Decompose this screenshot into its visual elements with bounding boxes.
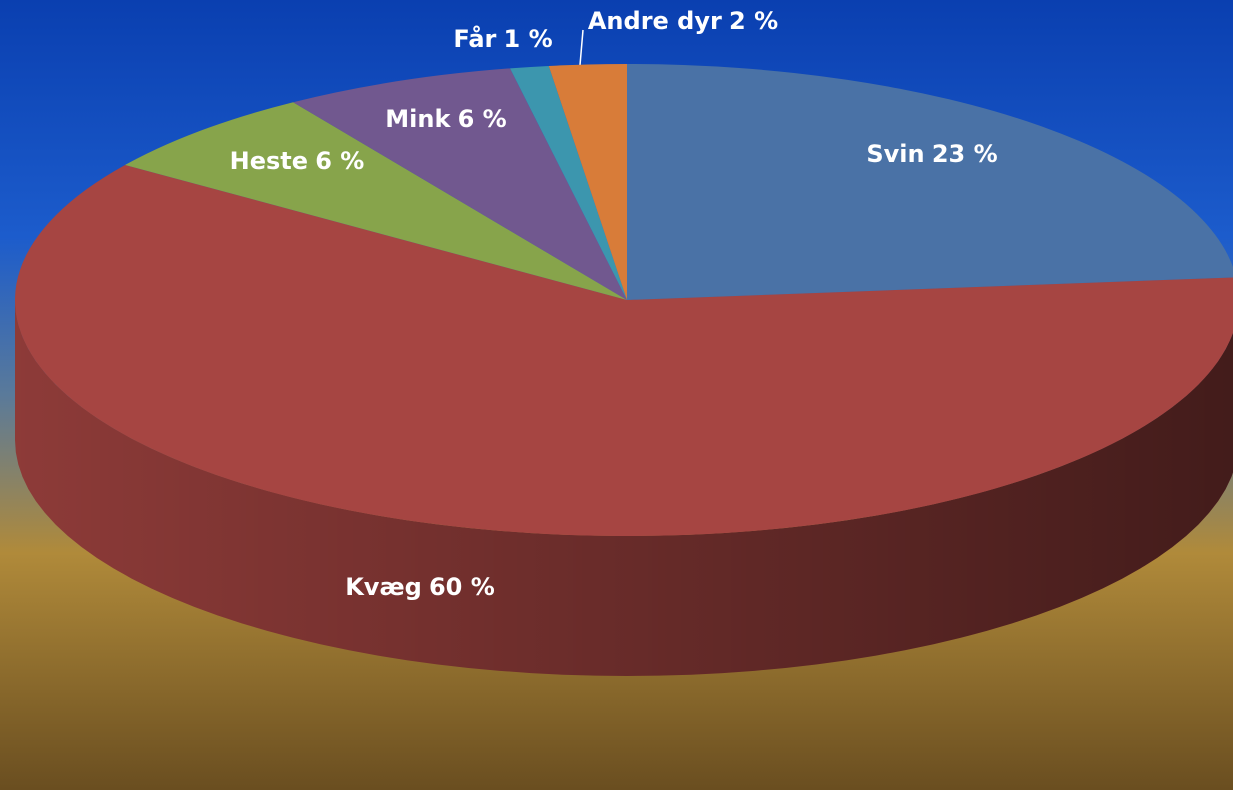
category-name: Får bbox=[453, 24, 496, 53]
category-name: Andre dyr bbox=[588, 7, 722, 35]
value-label: 1 % bbox=[504, 25, 553, 53]
value-label: 23 % bbox=[932, 140, 998, 168]
chart: Svin23 %Kvæg60 %Heste6 %Mink6 %Får1 %And… bbox=[0, 0, 1233, 790]
category-name: Svin bbox=[866, 140, 924, 168]
slice-label: Svin 23 % bbox=[866, 140, 997, 168]
category-name: Heste bbox=[230, 147, 308, 175]
slice-label: Får 1 % bbox=[453, 24, 552, 53]
value-label: 60 % bbox=[429, 573, 495, 601]
value-label: 2 % bbox=[729, 7, 778, 35]
category-name: Kvæg bbox=[345, 573, 422, 601]
value-label: 6 % bbox=[458, 105, 507, 133]
category-name: Mink bbox=[385, 105, 451, 133]
value-label: 6 % bbox=[315, 147, 364, 175]
page: {"chart_data": {"type": "pie3d", "catego… bbox=[0, 0, 1233, 790]
